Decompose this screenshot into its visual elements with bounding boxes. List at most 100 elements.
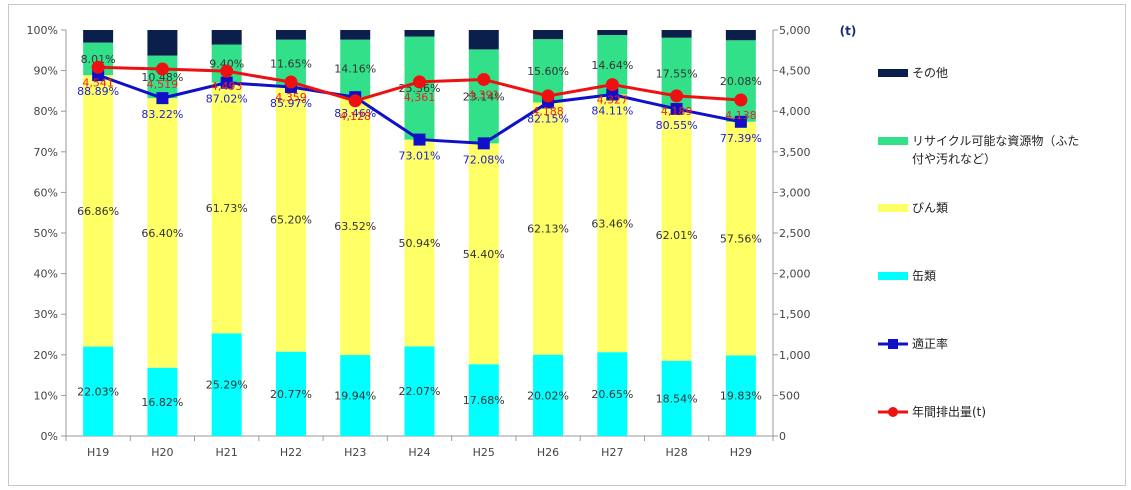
legend-swatch	[878, 137, 908, 145]
bar-segment	[340, 39, 371, 98]
bar-segment	[661, 360, 692, 436]
x-tick-label: H29	[730, 446, 752, 459]
bar-data-label: 14.16%	[334, 62, 376, 75]
emission-point	[348, 94, 362, 108]
rate-data-label: 80.55%	[656, 119, 698, 132]
bar-segment	[468, 143, 499, 365]
y-right-tick-label: 0	[779, 430, 786, 443]
emission-data-label: 4,541	[82, 76, 114, 89]
emission-point	[734, 93, 748, 107]
bar-segment	[597, 94, 628, 353]
rate-point	[606, 88, 619, 101]
x-tick-label: H24	[408, 446, 430, 459]
rate-data-label: 73.01%	[399, 150, 441, 163]
bar-data-label: 20.77%	[270, 388, 312, 401]
bar-data-label: 61.73%	[206, 202, 248, 215]
bar-data-label: 63.52%	[334, 220, 376, 233]
legend-marker	[888, 407, 898, 417]
bar-segment	[211, 82, 242, 334]
y-left-tick-label: 60%	[34, 186, 58, 199]
bar-data-label: 20.65%	[591, 388, 633, 401]
bar-data-label: 9.40%	[209, 58, 244, 71]
bar-data-label: 23.14%	[463, 90, 505, 103]
bar-data-label: 19.83%	[720, 390, 762, 403]
bar-segment	[725, 355, 756, 436]
bar-segment	[533, 102, 564, 355]
rate-point	[734, 115, 747, 128]
emission-data-label: 4,128	[339, 110, 371, 123]
rate-data-label: 84.11%	[591, 105, 633, 118]
y-right-tick-label: 5,000	[779, 24, 811, 37]
rate-data-label: 77.39%	[720, 132, 762, 145]
y-left-tick-label: 20%	[34, 349, 58, 362]
emission-point	[91, 60, 105, 74]
bar-data-label: 66.86%	[77, 205, 119, 218]
x-tick-label: H20	[151, 446, 173, 459]
y-left-tick-label: 70%	[34, 146, 58, 159]
y-left-tick-label: 100%	[27, 24, 58, 37]
y-left-tick-label: 80%	[34, 105, 58, 118]
y-right-tick-label: 4,000	[779, 105, 811, 118]
bar-segment	[340, 355, 371, 436]
bar-segment	[468, 49, 499, 144]
y-left-tick-label: 90%	[34, 65, 58, 78]
bar-data-label: 19.94%	[334, 390, 376, 403]
y-right-unit-label: (t)	[840, 24, 857, 38]
legend-label: 年間排出量(t)	[912, 405, 986, 419]
emission-data-label: 4,189	[661, 105, 693, 118]
rate-data-label: 85.97%	[270, 97, 312, 110]
y-right-tick-label: 2,500	[779, 227, 811, 240]
bar-segment	[340, 97, 371, 356]
rate-point	[670, 102, 683, 115]
bar-segment	[211, 333, 242, 436]
emission-point	[541, 89, 555, 103]
bar-data-label: 17.55%	[656, 67, 698, 80]
bar-data-label: 25.29%	[206, 379, 248, 392]
rate-point	[220, 76, 233, 89]
y-left-tick-label: 30%	[34, 308, 58, 321]
y-right-tick-label: 1,000	[779, 349, 811, 362]
legend-label-line2: 付や汚れなど）	[912, 152, 996, 166]
y-left-tick-label: 10%	[34, 389, 58, 402]
emission-data-label: 4,391	[468, 88, 500, 101]
y-right-tick-label: 4,500	[779, 65, 811, 78]
bar-segment	[468, 30, 499, 50]
bar-segment	[661, 30, 692, 38]
legend-label: その他	[912, 66, 948, 80]
bar-segment	[597, 30, 628, 36]
bar-segment	[83, 346, 114, 436]
rate-point	[156, 92, 169, 105]
bar-data-label: 20.08%	[720, 75, 762, 88]
x-tick-label: H28	[665, 446, 687, 459]
bar-segment	[597, 352, 628, 436]
y-right-tick-label: 2,000	[779, 268, 811, 281]
legend-label: 缶類	[912, 269, 936, 283]
bar-data-label: 50.94%	[399, 237, 441, 250]
emission-point	[220, 64, 234, 78]
legend-label: 適正率	[912, 336, 948, 351]
legend-marker	[888, 339, 898, 349]
rate-data-label: 88.89%	[77, 85, 119, 98]
emission-data-label: 4,327	[597, 94, 629, 107]
x-tick-label: H23	[344, 446, 366, 459]
bar-data-label: 15.60%	[527, 65, 569, 78]
bar-segment	[725, 40, 756, 122]
x-tick-label: H21	[216, 446, 238, 459]
rate-data-label: 72.08%	[463, 153, 505, 166]
emission-point	[670, 89, 684, 103]
bar-data-label: 16.82%	[141, 396, 183, 409]
bar-segment	[275, 86, 306, 352]
bar-data-label: 66.40%	[141, 227, 183, 240]
rate-point	[413, 133, 426, 146]
bar-segment	[147, 98, 178, 368]
emission-point	[413, 75, 426, 89]
legend-label: リサイクル可能な資源物（ふた	[912, 134, 1079, 148]
bar-data-label: 8.01%	[81, 53, 116, 66]
bar-segment	[83, 75, 114, 347]
emission-point	[477, 72, 491, 86]
bar-data-label: 57.56%	[720, 233, 762, 246]
y-left-tick-label: 50%	[34, 227, 58, 240]
emission-point	[284, 75, 298, 89]
emission-data-label: 4,188	[532, 105, 564, 118]
